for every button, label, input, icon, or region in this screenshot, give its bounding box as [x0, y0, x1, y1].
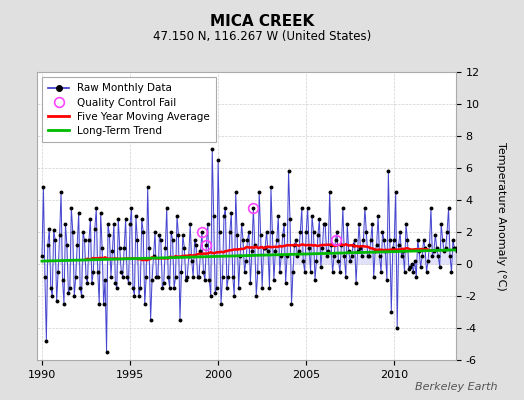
Text: MICA CREEK: MICA CREEK [210, 14, 314, 29]
Legend: Raw Monthly Data, Quality Control Fail, Five Year Moving Average, Long-Term Tren: Raw Monthly Data, Quality Control Fail, … [42, 77, 216, 142]
Text: Berkeley Earth: Berkeley Earth [416, 382, 498, 392]
Text: 47.150 N, 116.267 W (United States): 47.150 N, 116.267 W (United States) [153, 30, 371, 43]
Y-axis label: Temperature Anomaly (°C): Temperature Anomaly (°C) [496, 142, 506, 290]
